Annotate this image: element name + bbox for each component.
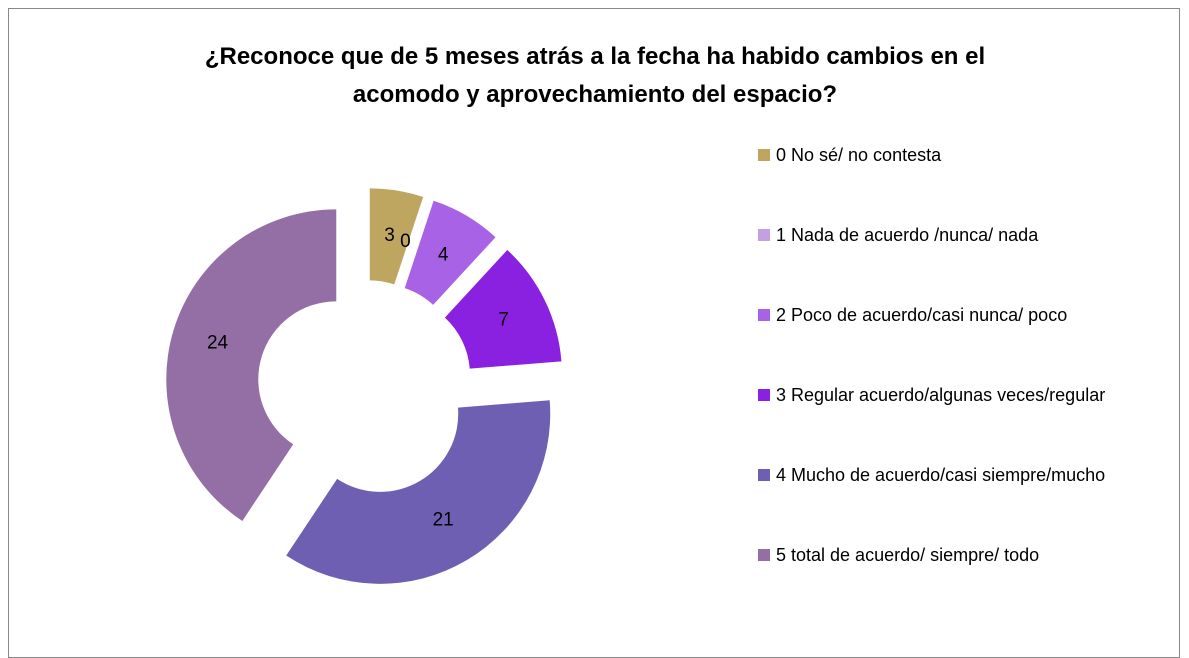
legend-item: 0 No sé/ no contesta [758, 140, 1118, 220]
legend-label: 3 Regular acuerdo/algunas veces/regular [776, 385, 1106, 405]
legend-item: 5 total de acuerdo/ siempre/ todo [758, 540, 1118, 620]
legend-label: 1 Nada de acuerdo /nunca/ nada [776, 225, 1039, 245]
data-label: 3 [384, 225, 395, 246]
legend-item: 2 Poco de acuerdo/casi nunca/ poco [758, 300, 1118, 380]
legend-item: 4 Mucho de acuerdo/casi siempre/mucho [758, 460, 1118, 540]
legend-swatch [758, 149, 770, 161]
legend-swatch [758, 389, 770, 401]
data-label: 4 [438, 244, 449, 265]
data-label: 21 [433, 510, 454, 531]
legend-swatch [758, 309, 770, 321]
donut-slice [286, 400, 551, 584]
legend-item: 1 Nada de acuerdo /nunca/ nada [758, 220, 1118, 300]
legend-label: 5 total de acuerdo/ siempre/ todo [776, 545, 1040, 565]
donut-slice [369, 188, 424, 285]
data-label: 0 [400, 231, 411, 252]
legend-swatch [758, 549, 770, 561]
legend-label: 4 Mucho de acuerdo/casi siempre/mucho [776, 465, 1106, 485]
legend-swatch [758, 229, 770, 241]
legend: 0 No sé/ no contesta 1 Nada de acuerdo /n… [758, 140, 1118, 620]
legend-item: 3 Regular acuerdo/algunas veces/regular [758, 380, 1118, 460]
data-label: 24 [207, 333, 229, 354]
chart: 3 0 4 7 21 24 [166, 188, 562, 584]
legend-label: 2 Poco de acuerdo/casi nunca/ poco [776, 305, 1068, 325]
legend-label: 0 No sé/ no contesta [776, 145, 942, 165]
donut-slice [166, 209, 337, 522]
chart-title: ¿Reconoce que de 5 meses atrás a la fech… [204, 43, 986, 108]
legend-swatch [758, 469, 770, 481]
donut-slice [444, 249, 562, 369]
data-label: 7 [498, 310, 509, 331]
donut-slice [404, 200, 496, 305]
